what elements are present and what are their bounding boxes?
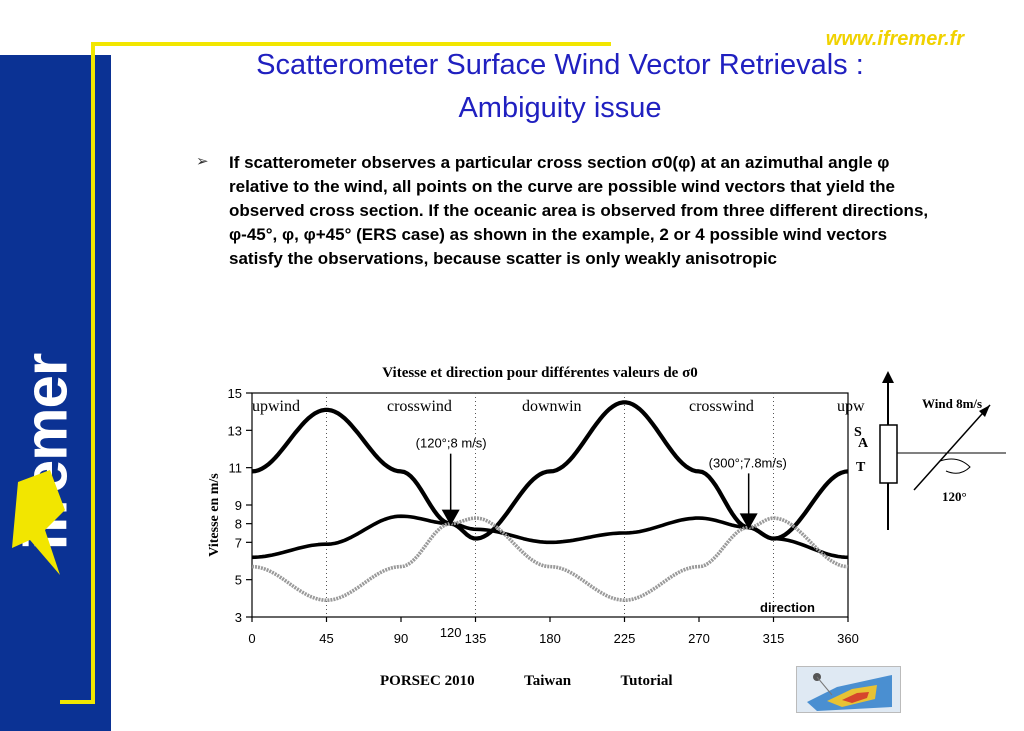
x-tick-label-4: 135 — [465, 631, 487, 646]
frame-line-left — [91, 42, 95, 702]
x-tick-label-5: 180 — [539, 631, 561, 646]
region-label-0: upwind — [252, 398, 300, 415]
wind-vector — [913, 404, 991, 491]
y-axis-label: Vitesse en m/s — [207, 473, 222, 557]
title-line-2: Ambiguity issue — [458, 92, 662, 124]
y-tick-label-5: 11 — [229, 461, 243, 476]
x-tick-label-8: 315 — [763, 631, 785, 646]
chart-title: Vitesse et direction pour différentes va… — [382, 365, 697, 381]
frame-line-top — [91, 42, 611, 46]
sat-letter-s: S — [854, 425, 862, 440]
y-tick-label-1: 5 — [235, 573, 242, 588]
plot-frame — [251, 392, 849, 618]
wind-map-thumbnail — [796, 666, 901, 713]
sat-letter-t: T — [856, 460, 866, 475]
footer-event: PORSEC 2010 — [380, 673, 475, 689]
wind-speed-label: Wind 8m/s — [922, 396, 982, 411]
sat-track-arrow-icon — [882, 371, 894, 383]
x-tick-label-1: 45 — [319, 631, 333, 646]
website-url[interactable]: www.ifremer.fr — [825, 28, 964, 50]
logo-bird-icon — [12, 470, 65, 575]
frame-line-bottom — [60, 700, 95, 704]
annotation-label-0: (120°;8 m/s) — [416, 436, 487, 451]
slide-title: Scatterometer Surface Wind Vector Retrie… — [150, 44, 970, 130]
body-paragraph: If scatterometer observes a particular c… — [229, 153, 929, 268]
bullet-arrow-icon: ➢ — [196, 153, 209, 170]
region-label-3: crosswind — [689, 398, 754, 415]
x-axis-label: direction — [760, 600, 815, 615]
footer: PORSEC 2010 Taiwan Tutorial — [380, 673, 719, 690]
y-tick-label-3: 8 — [235, 517, 242, 532]
title-line-1: Scatterometer Surface Wind Vector Retrie… — [256, 49, 864, 81]
y-tick-label-2: 7 — [235, 535, 242, 550]
x-tick-label-2: 90 — [394, 631, 408, 646]
angle-arc — [939, 458, 971, 474]
x-tick-label-0: 0 — [248, 631, 255, 646]
y-tick-label-7: 15 — [228, 386, 242, 401]
y-tick-label-0: 3 — [235, 610, 242, 625]
y-tick-label-6: 13 — [228, 423, 242, 438]
annotation-label-1: (300°;7.8m/s) — [709, 455, 787, 470]
region-label-1: crosswind — [387, 398, 452, 415]
region-label-2: downwin — [522, 398, 582, 415]
x-tick-label-7: 270 — [688, 631, 710, 646]
x-tick-label-6: 225 — [614, 631, 636, 646]
wind-arrowhead-icon — [979, 405, 990, 417]
x-tick-label-9: 360 — [837, 631, 859, 646]
sat-box — [879, 424, 898, 484]
angle-label: 120° — [942, 489, 967, 504]
annotation-arrowhead-icon-1 — [739, 513, 758, 530]
sat-geometry-diagram: S A T Wind 8m/s 120° — [854, 371, 1006, 530]
wind-speed-chart: Vitesse et direction pour différentes va… — [207, 365, 865, 646]
annotation-arrowhead-icon-0 — [441, 509, 460, 526]
footer-location: Taiwan — [524, 673, 572, 689]
region-label-4: upwind — [837, 398, 865, 415]
footer-kind: Tutorial — [620, 673, 673, 689]
y-tick-label-4: 9 — [235, 498, 242, 513]
x-tick-label-3: 120 — [440, 625, 462, 640]
sat-letter-a: A — [858, 436, 869, 451]
